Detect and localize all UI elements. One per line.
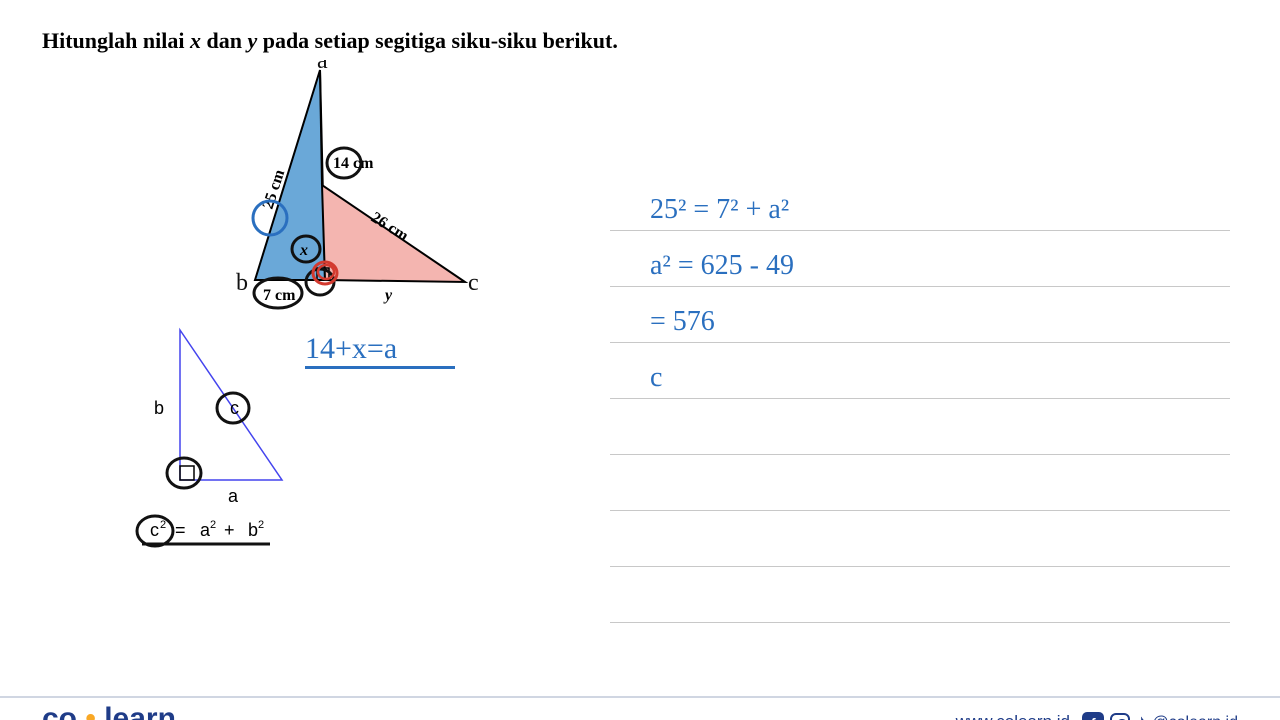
triangle-diagram-main: 25 cm 14 cm 26 cm 7 cm x y a b c [200, 60, 500, 320]
svg-text:b: b [248, 520, 258, 540]
social-handle[interactable]: @colearn.id [1152, 714, 1238, 720]
work-line-4: c [610, 343, 1230, 399]
workspace-lines: 25² = 7² + a² a² = 625 - 49 = 576 c [610, 175, 1230, 623]
logo-dot: • [77, 702, 104, 720]
q-suffix: pada setiap segitiga siku-siku berikut. [257, 28, 618, 53]
q-var-y: y [247, 28, 257, 53]
work-text-3: = 576 [650, 306, 715, 338]
work-line-3: = 576 [610, 287, 1230, 343]
ref-b: b [154, 398, 164, 418]
work-text-2: a² = 625 - 49 [650, 250, 794, 282]
label-y: y [383, 287, 393, 304]
label-7cm: 7 cm [263, 287, 296, 304]
brand-logo: co • learn [42, 702, 176, 720]
logo-co: co [42, 702, 77, 720]
work-line-1: 25² = 7² + a² [610, 175, 1230, 231]
footer-socials: f ♪ @colearn.id [1082, 711, 1238, 720]
vertex-a: a [317, 60, 328, 74]
svg-text:c: c [150, 520, 159, 540]
question-text: Hitunglah nilai x dan y pada setiap segi… [42, 28, 618, 54]
svg-text:=: = [175, 520, 186, 540]
work-line-2: a² = 625 - 49 [610, 231, 1230, 287]
work-line-5 [610, 399, 1230, 455]
svg-text:+: + [224, 520, 235, 540]
facebook-icon[interactable]: f [1082, 712, 1104, 720]
footer-url[interactable]: www.colearn.id [956, 712, 1070, 720]
tiktok-icon[interactable]: ♪ [1136, 711, 1146, 720]
footer-divider: co • learn www.colearn.id f ♪ @colearn.i… [0, 696, 1280, 698]
svg-text:2: 2 [210, 519, 216, 531]
pythagoras-formula: c2 = a2 + b2 [150, 519, 264, 540]
ref-c: c [230, 398, 239, 418]
blue-triangle [255, 70, 325, 280]
q-prefix: Hitunglah nilai [42, 28, 190, 53]
ref-circle-rightangle [167, 458, 201, 488]
vertex-b: b [236, 270, 248, 296]
svg-text:2: 2 [258, 519, 264, 531]
work-text-4: c [650, 362, 662, 394]
instagram-icon[interactable] [1110, 713, 1130, 720]
vertex-c: c [468, 270, 479, 296]
triangle-diagram-reference: b c a c2 = a2 + b2 [120, 320, 320, 550]
ref-a: a [228, 486, 239, 506]
work-line-6 [610, 455, 1230, 511]
work-text-1: 25² = 7² + a² [650, 194, 789, 226]
work-line-8 [610, 567, 1230, 623]
note-14-plus-x: 14+x=a [305, 332, 455, 369]
q-var-x: x [190, 28, 201, 53]
svg-text:2: 2 [160, 519, 166, 531]
logo-learn: learn [104, 702, 176, 720]
work-line-7 [610, 511, 1230, 567]
ref-right-angle [180, 466, 194, 480]
label-x: x [299, 242, 308, 259]
q-mid: dan [201, 28, 247, 53]
label-14cm: 14 cm [333, 155, 374, 172]
